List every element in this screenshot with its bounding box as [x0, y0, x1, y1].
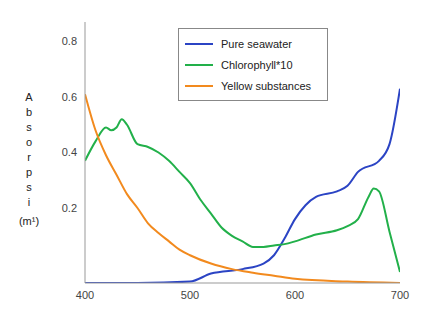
- svg-text:600: 600: [286, 289, 304, 301]
- html-text:Yellow substances: Yellow substances: [221, 79, 312, 92]
- html-text:(m¹): (m¹): [18, 215, 40, 227]
- html-text:A: A: [25, 91, 33, 103]
- html-text:s: s: [26, 121, 32, 133]
- html-text:Pure seawater: Pure seawater: [221, 37, 292, 50]
- html-text:b: b: [25, 106, 33, 118]
- svg-text:0.2: 0.2: [62, 202, 77, 214]
- svg-text:700: 700: [391, 289, 409, 301]
- svg-text:500: 500: [181, 289, 199, 301]
- html-text:o: o: [25, 136, 33, 148]
- html-text:p: p: [25, 166, 33, 178]
- svg-text:400: 400: [76, 289, 94, 301]
- svg-text:0.4: 0.4: [62, 146, 77, 158]
- svg-text:0.6: 0.6: [62, 91, 77, 103]
- html-text:r: r: [27, 151, 31, 163]
- html-text:s: s: [26, 181, 32, 193]
- svg-text:0.8: 0.8: [62, 35, 77, 47]
- html-text:Chlorophyll*10: Chlorophyll*10: [221, 58, 293, 71]
- html-text:i: i: [27, 196, 31, 208]
